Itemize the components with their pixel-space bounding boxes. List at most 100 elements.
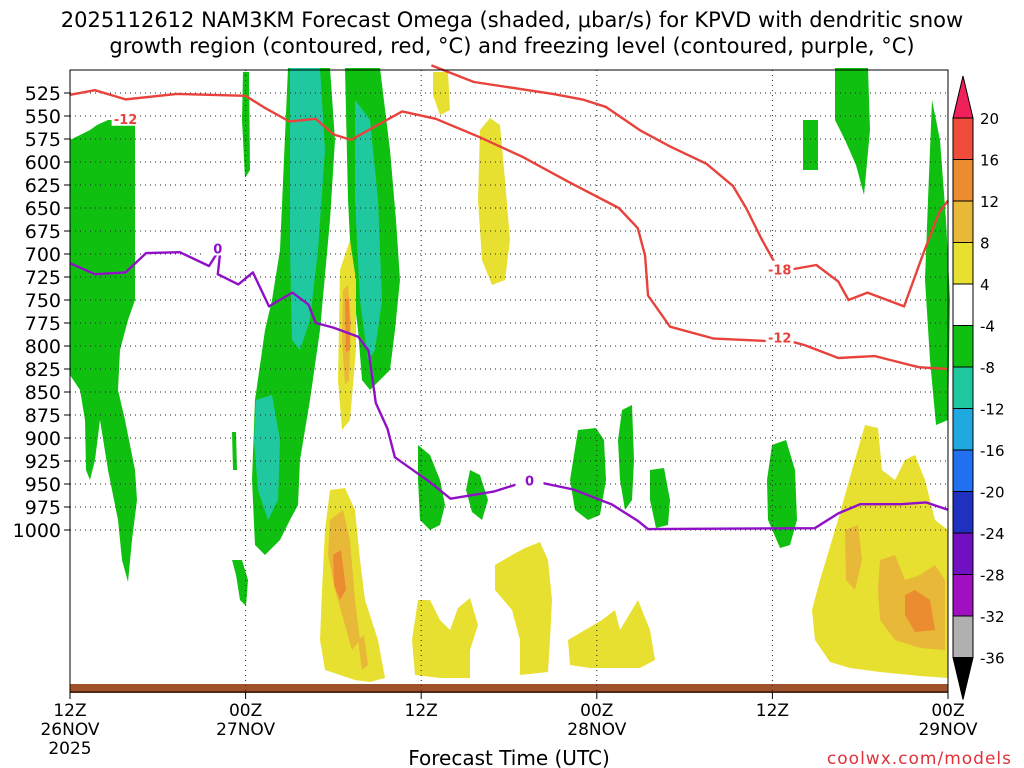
contour-dgz_-18_upper	[430, 64, 949, 308]
colorbar-top-arrow	[952, 75, 974, 119]
colorbar-segment	[952, 283, 974, 326]
colorbar-segment	[952, 449, 974, 492]
omega-green-region	[925, 100, 950, 425]
colorbar-segment	[952, 117, 974, 160]
contour-label-bg	[765, 328, 794, 345]
y-tick-label: 900	[25, 428, 61, 450]
y-tick-label: 525	[25, 83, 61, 105]
colorbar-segment	[952, 200, 974, 243]
contour-label: 0	[525, 474, 534, 489]
chart-title-line1: 2025112612 NAM3KM Forecast Omega (shaded…	[61, 8, 963, 32]
omega-green-region	[803, 120, 818, 170]
contour-label: -12	[768, 332, 792, 347]
contour-label: 0	[213, 242, 222, 257]
colorbar-label: -24	[980, 525, 1005, 543]
omega-green-region	[70, 118, 137, 582]
omega-green-region	[767, 440, 797, 548]
colorbar-segment	[952, 242, 974, 285]
y-tick-label: 975	[25, 497, 61, 519]
omega-teal-region	[355, 100, 382, 360]
x-tick-label: 2025	[48, 739, 91, 759]
y-tick-label: 675	[25, 221, 61, 243]
contour-label-bg	[111, 109, 140, 126]
omega-yellow-region	[412, 598, 478, 678]
y-tick-label: 950	[25, 474, 61, 496]
colorbar-label: -28	[980, 567, 1005, 585]
y-tick-label: 575	[25, 129, 61, 151]
y-tick-label: 650	[25, 198, 61, 220]
terrain-strip	[70, 684, 948, 693]
y-tick-label: 875	[25, 405, 61, 427]
colorbar-label: -8	[980, 359, 995, 377]
omega-orange-region	[333, 550, 346, 600]
omega-green-region	[650, 468, 670, 528]
chart-title-line2: growth region (contoured, red, °C) and f…	[109, 34, 914, 58]
colorbar-bottom-arrow	[952, 657, 974, 700]
colorbar-segment	[952, 532, 974, 575]
x-tick-label: 12Z	[53, 701, 86, 721]
omega-yellow-region	[495, 542, 552, 675]
omega-orange-region	[345, 298, 350, 352]
y-tick-label: 925	[25, 451, 61, 473]
omega-gold-region	[845, 525, 862, 590]
y-tick-label: 750	[25, 290, 61, 312]
colorbar-label: -16	[980, 442, 1005, 460]
colorbar-segment	[952, 366, 974, 409]
colorbar-label: -32	[980, 608, 1005, 626]
plot-frame	[69, 69, 949, 693]
y-tick-label: 625	[25, 175, 61, 197]
x-axis-label: Forecast Time (UTC)	[408, 746, 610, 768]
omega-shading	[70, 68, 950, 682]
colorbar-label: 16	[980, 152, 999, 170]
contour-freezing_level_0C	[69, 246, 949, 531]
omega-yellow-region	[433, 72, 450, 115]
x-tick-label: 00Z	[580, 701, 613, 721]
colorbar-segment	[952, 491, 974, 534]
omega-yellow-region	[478, 118, 510, 285]
contour-label-bg	[203, 239, 232, 256]
omega-teal-region	[254, 395, 280, 520]
y-tick-label: 600	[25, 152, 61, 174]
contour-dgz_upper_-12	[69, 88, 949, 371]
y-tick-label: 725	[25, 267, 61, 289]
colorbar-label: 20	[980, 110, 999, 128]
colorbar-label: 8	[980, 235, 990, 253]
x-tick-label: 27NOV	[216, 720, 275, 740]
omega-yellow-region	[568, 600, 655, 668]
credit-text: coolwx.com/models	[827, 749, 1012, 768]
colorbar-label: -20	[980, 484, 1005, 502]
omega-gold-region	[358, 635, 368, 670]
contour-label: -18	[768, 264, 792, 279]
colorbar-segment	[952, 574, 974, 617]
y-tick-label: 550	[25, 106, 61, 128]
x-tick-label: 29NOV	[918, 720, 977, 740]
contour-label: -12	[114, 113, 138, 128]
x-tick-label: 12Z	[756, 701, 789, 721]
contours: -12 -18 -12 0 0	[69, 64, 949, 531]
colorbar-segment	[952, 408, 974, 451]
x-tick-label: 12Z	[405, 701, 438, 721]
gridlines	[70, 70, 948, 692]
colorbar-segment	[952, 325, 974, 368]
contour-label-bg	[515, 471, 544, 488]
contour-label-bg	[765, 260, 794, 277]
y-tick-label: 800	[25, 336, 61, 358]
y-tick-label: 825	[25, 359, 61, 381]
x-tick-label: 28NOV	[567, 720, 626, 740]
colorbar-label: -12	[980, 401, 1005, 419]
omega-green-region	[418, 445, 445, 530]
y-axis: 5255505756006256506757007257507758008258…	[13, 83, 70, 542]
x-tick-label: 00Z	[229, 701, 262, 721]
omega-teal-region	[290, 68, 325, 350]
x-tick-label: 26NOV	[40, 720, 99, 740]
colorbar-label: -36	[980, 650, 1005, 668]
y-tick-label: 1000	[13, 520, 61, 542]
y-tick-label: 700	[25, 244, 61, 266]
omega-orange-region	[905, 590, 935, 632]
omega-green-region	[232, 560, 248, 606]
colorbar: 20 16 12 8 4 -4 -8 -12 -16 -20 -24 -28 -32 -36	[952, 75, 1005, 700]
colorbar-label: 12	[980, 193, 999, 211]
y-tick-label: 850	[25, 382, 61, 404]
